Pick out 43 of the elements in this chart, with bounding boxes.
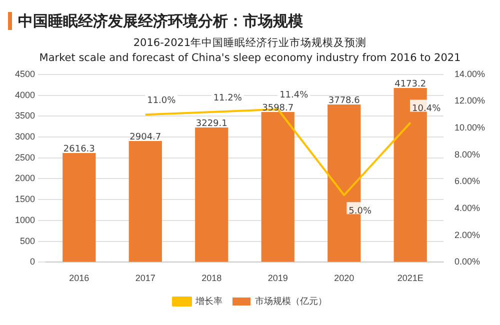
data-label: 3598.7 <box>262 103 294 114</box>
y2-tick-label: 12.00% <box>454 96 486 106</box>
bar <box>261 112 294 262</box>
data-label: 10.4% <box>412 104 442 114</box>
x-tick-label: 2016 <box>69 273 90 284</box>
y-tick-label: 3000 <box>14 131 36 142</box>
y2-tick-label: 4.00% <box>454 203 480 214</box>
y2-tick-label: 10.00% <box>454 122 486 133</box>
data-label: 4173.2 <box>394 79 426 90</box>
data-label: 3778.6 <box>328 96 360 106</box>
y2-tick-label: 6.00% <box>454 176 480 186</box>
y2-tick-label: 2.00% <box>454 230 480 240</box>
legend-label: 增长率 <box>194 296 222 306</box>
y2-tick-label: 8.00% <box>454 149 480 160</box>
chart-subtitle: 2016-2021年中国睡眠经济行业市场规模及预测 Market scale and forecast of China's sleep economy industry from 2016 to 2021 <box>38 36 462 66</box>
y-tick-label: 4000 <box>14 90 36 100</box>
y-tick-label: 2000 <box>14 173 36 184</box>
x-tick-label: 2018 <box>202 273 222 284</box>
y-tick-label: 1500 <box>14 194 36 204</box>
chart-title: 中国睡眠经济发展经济环境分析：市场规模 <box>18 12 303 30</box>
legend-label: 市场规模（亿元） <box>255 296 327 306</box>
data-label: 11.2% <box>213 93 242 104</box>
y-tick-label: 500 <box>20 236 36 246</box>
x-tick-label: 2017 <box>135 273 156 284</box>
data-label: 11.0% <box>147 96 176 106</box>
data-label: 2904.7 <box>130 132 162 142</box>
data-label: 11.4% <box>280 90 309 101</box>
data-label: 3229.1 <box>196 118 228 129</box>
x-tick-label: 2021E <box>397 273 424 284</box>
x-tick-label: 2019 <box>268 273 288 284</box>
y-tick-label: 0 <box>30 256 36 267</box>
y2-tick-label: 0.00% <box>454 256 480 267</box>
bar <box>128 140 162 262</box>
data-label: 2616.3 <box>63 144 95 154</box>
y2-tick-label: 14.00% <box>454 68 486 79</box>
y-tick-label: 1000 <box>14 214 36 225</box>
data-label: 5.0% <box>348 206 372 216</box>
y-tick-label: 4500 <box>14 68 36 79</box>
bar <box>195 127 228 262</box>
y-tick-label: 2500 <box>14 152 36 162</box>
x-tick-label: 2020 <box>334 273 354 284</box>
y-tick-label: 3500 <box>14 110 36 121</box>
bar <box>62 153 96 262</box>
